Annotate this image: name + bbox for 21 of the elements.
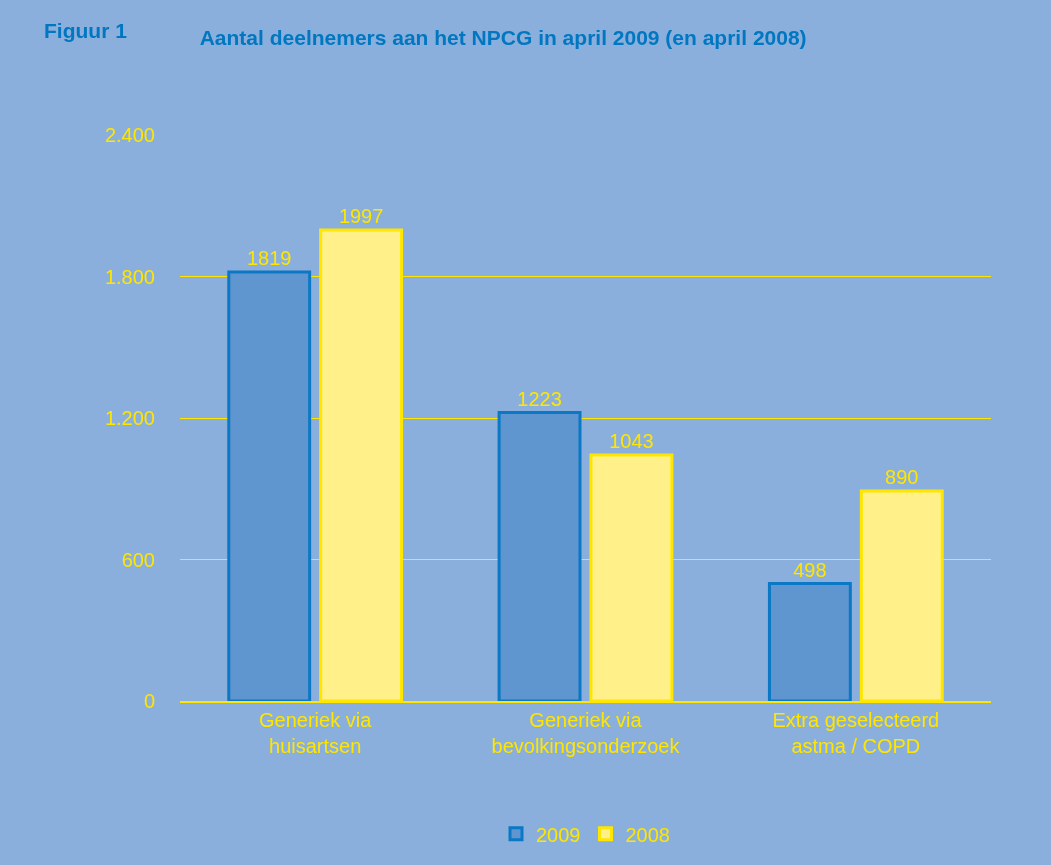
x-tick-label: Generiek via bevolkingsonderzoek bbox=[491, 708, 681, 757]
data-label: 498 bbox=[793, 558, 827, 581]
y-tick-label: 2.400 bbox=[104, 124, 155, 146]
legend-label: 2008 bbox=[625, 823, 670, 846]
data-label: 1997 bbox=[338, 205, 384, 228]
bar bbox=[767, 582, 852, 701]
y-tick-label: 1.200 bbox=[104, 407, 155, 429]
bar bbox=[497, 411, 582, 701]
data-label: 1819 bbox=[246, 247, 292, 270]
y-tick-label: 1.800 bbox=[104, 265, 155, 288]
legend-label: 2009 bbox=[536, 823, 581, 846]
x-tick-label: Generiek via huisartsen bbox=[259, 708, 373, 757]
y-tick-label: 600 bbox=[121, 548, 155, 571]
bar bbox=[227, 270, 312, 701]
data-label: 1223 bbox=[517, 387, 562, 410]
y-tick-label: 0 bbox=[143, 690, 155, 712]
chart-title: Aantal deelnemers aan het NPCG in april 2009 (en april 2008) bbox=[199, 25, 807, 49]
text: Figuur 1 bbox=[44, 19, 128, 42]
data-label: 1043 bbox=[609, 430, 654, 453]
x-tick-label: Extra geselecteerd astma / COPD bbox=[772, 708, 940, 757]
data-label: 890 bbox=[885, 466, 919, 489]
